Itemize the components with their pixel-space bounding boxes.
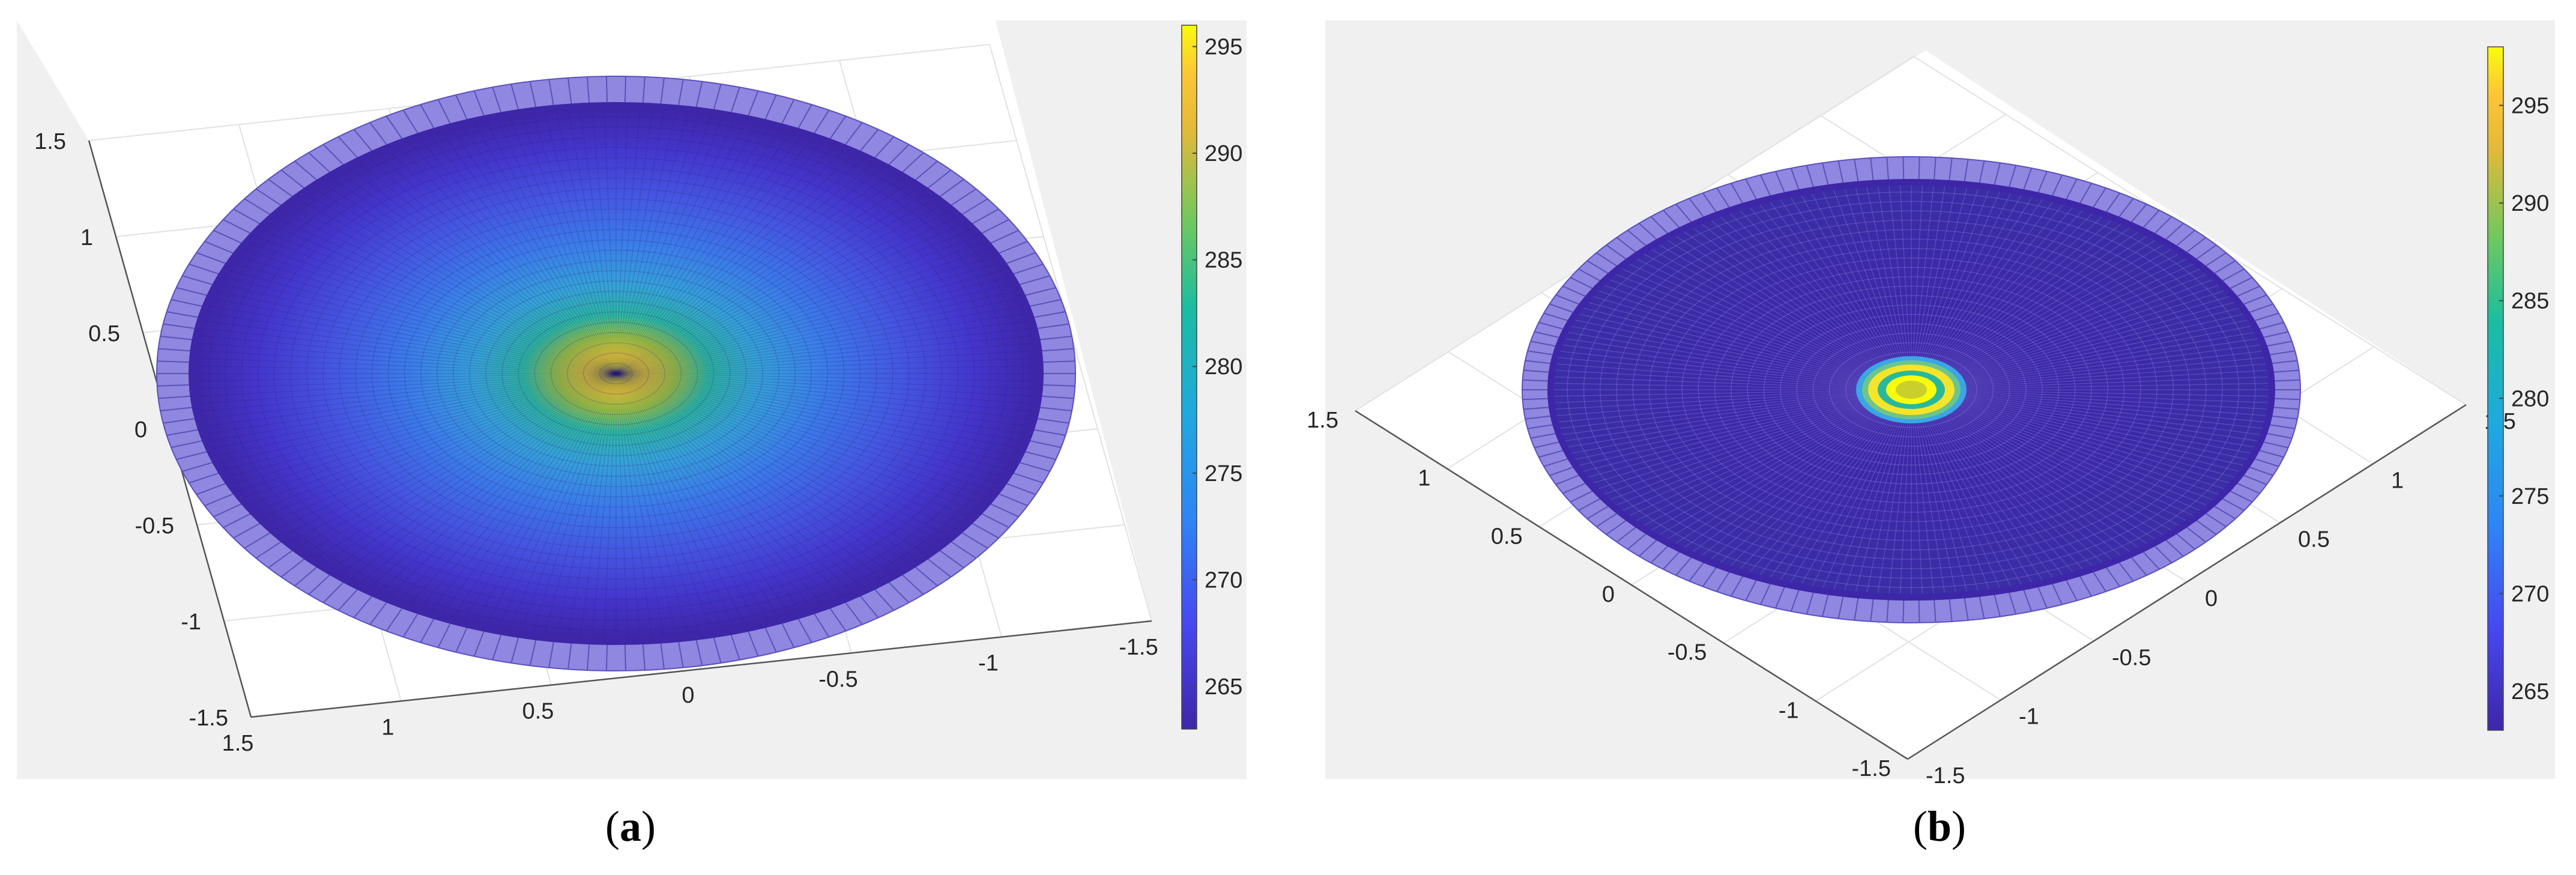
y-tick-label: -1: [181, 610, 201, 635]
y-axis-line: [1355, 410, 1908, 760]
caption-b: (b): [1913, 802, 1967, 850]
colorbar-tick-label: 275: [2511, 484, 2549, 509]
x-tick-label: 0: [2205, 586, 2218, 611]
colorbar-tick-label: 265: [2511, 679, 2549, 704]
disc-edge: [189, 102, 1044, 645]
y-tick-label: 0.5: [88, 321, 120, 347]
x-tick-label: -1.5: [1926, 763, 1965, 789]
x-tick-labels: 1.5 1 0.5 0 -0.5 -1 -1.5: [222, 635, 1158, 756]
y-tick-labels: -1.5 -1 -0.5 0 0.5 1 1.5: [1307, 408, 1891, 781]
plot-panel-a: 1.5 1 0.5 0 -0.5 -1 -1.5 1.5 1 0.5 0 -0.5 -1 -1.5 26…: [17, 20, 1247, 779]
y-tick-label: 1.5: [34, 129, 66, 154]
caption-a: (a): [605, 802, 656, 850]
colorbar-tick-label: 280: [2511, 386, 2549, 411]
surface-mesh: [1554, 186, 2269, 594]
colorbar-tick-label: 290: [2511, 191, 2549, 216]
colorbar-tick-label: 280: [1205, 354, 1242, 380]
colorbar-b: [2487, 46, 2504, 731]
x-tick-label: -1.5: [1119, 635, 1158, 660]
rim-segments: [1522, 157, 2300, 623]
disc-heatmap-b: -1.5 -1 -0.5 0 0.5 1 1.5 -1.5 -1 -0.5 0 0.5 1 1.5 26…: [1307, 46, 2549, 789]
colorbar-tick-label: 295: [1205, 35, 1242, 60]
colorbar-tick-label: 285: [2511, 289, 2549, 314]
x-tick-label: 0.5: [2298, 527, 2330, 553]
y-tick-label: -1.5: [1852, 756, 1891, 781]
x-tick-label: 1.5: [222, 731, 254, 756]
x-axis-line: [1907, 404, 2467, 760]
y-tick-label: -1.5: [189, 706, 228, 731]
x-tick-label: -1: [978, 651, 999, 676]
x-tick-label: 1: [381, 715, 394, 740]
colorbar-tick-label: 290: [1205, 141, 1242, 166]
x-tick-label: 1: [2391, 468, 2404, 493]
colorbar-ticks: 265 270 275 280 285 290 295: [1193, 35, 1242, 700]
disc-edge: [1547, 179, 2275, 601]
y-tick-label: -0.5: [135, 513, 174, 539]
colorbar-a: [1181, 25, 1197, 730]
y-tick-label: 1: [80, 225, 93, 250]
y-tick-label: 1: [1418, 466, 1430, 491]
y-tick-label: 1.5: [1307, 408, 1338, 433]
x-tick-label: 0: [682, 683, 694, 708]
y-tick-label: 0: [1602, 582, 1615, 607]
colorbar-tick-label: 285: [1205, 248, 1242, 273]
y-tick-label: -1: [1779, 698, 1799, 723]
x-tick-labels: -1.5-1-0.500.511.5: [1926, 409, 2516, 789]
y-tick-label: 0.5: [1491, 524, 1523, 549]
colorbar-tick-label: 265: [1205, 674, 1242, 700]
colorbar-ticks: 265 270 275 280 285 290 295: [2499, 94, 2549, 704]
hot-spot: [1856, 356, 1967, 423]
colorbar-tick-label: 275: [1205, 461, 1242, 486]
rim-segments: [157, 76, 1075, 671]
disc-heatmap-a: 1.5 1 0.5 0 -0.5 -1 -1.5 1.5 1 0.5 0 -0.5 -1 -1.5 26…: [17, 20, 1242, 756]
x-tick-label: -0.5: [2112, 645, 2151, 670]
x-axis-line: [250, 620, 1152, 718]
y-tick-label: 0: [135, 417, 147, 443]
plot-panel-b: -1.5 -1 -0.5 0 0.5 1 1.5 -1.5 -1 -0.5 0 0.5 1 1.5 26…: [1307, 20, 2555, 789]
colorbar-tick-label: 295: [2511, 94, 2549, 119]
colorbar-tick-label: 270: [1205, 568, 1242, 593]
x-tick-label: -0.5: [818, 667, 857, 692]
surface-mesh: [196, 109, 1036, 638]
y-tick-labels: 1.5 1 0.5 0 -0.5 -1 -1.5: [34, 129, 228, 731]
x-tick-label: -1: [2019, 704, 2039, 730]
colorbar-tick-label: 270: [2511, 581, 2549, 607]
x-tick-label: 0.5: [522, 699, 554, 724]
disc-surface: [196, 109, 1036, 638]
y-tick-label: -0.5: [1667, 640, 1707, 665]
